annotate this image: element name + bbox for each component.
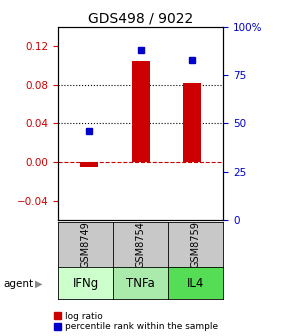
Text: TNFa: TNFa xyxy=(126,277,155,290)
Text: GSM8749: GSM8749 xyxy=(81,221,90,268)
Text: IFNg: IFNg xyxy=(72,277,99,290)
Text: ▶: ▶ xyxy=(35,279,43,289)
Bar xyxy=(183,83,201,162)
Title: GDS498 / 9022: GDS498 / 9022 xyxy=(88,12,193,26)
Text: IL4: IL4 xyxy=(187,277,204,290)
Text: GSM8759: GSM8759 xyxy=(191,221,201,268)
Text: agent: agent xyxy=(3,279,33,289)
Bar xyxy=(132,61,150,162)
Text: GSM8754: GSM8754 xyxy=(136,221,146,268)
Legend: log ratio, percentile rank within the sample: log ratio, percentile rank within the sa… xyxy=(54,312,218,332)
Bar xyxy=(80,162,98,167)
